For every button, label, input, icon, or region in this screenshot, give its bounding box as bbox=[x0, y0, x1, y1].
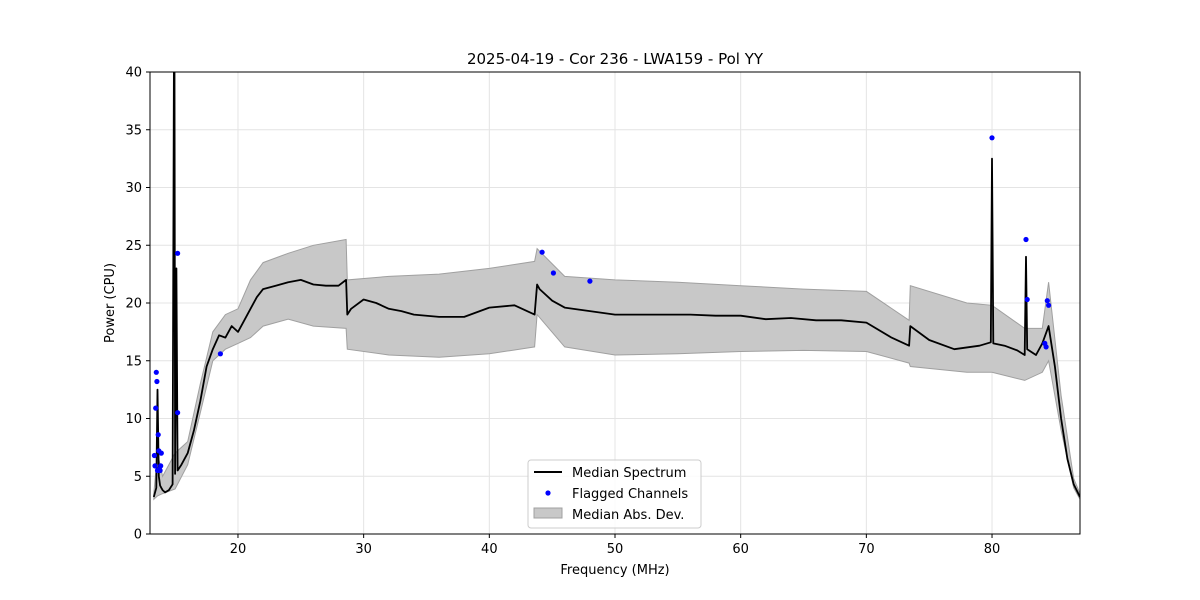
legend-box bbox=[527, 459, 702, 529]
flagged-channel-point bbox=[154, 378, 160, 385]
flagged-channel-point bbox=[155, 432, 161, 438]
y-axis-label: Power (CPU) bbox=[103, 263, 118, 343]
flagged-channel-point bbox=[151, 452, 157, 459]
flagged-channel-point bbox=[587, 278, 593, 284]
flagged-channel-point bbox=[1043, 344, 1049, 350]
mad-band-layer bbox=[153, 238, 1080, 501]
y-tick-label: 25 bbox=[125, 239, 142, 254]
flagged-channel-point bbox=[1023, 236, 1029, 243]
y-tick-label: 10 bbox=[125, 412, 142, 427]
legend: Median Spectrum Flagged Channels Median … bbox=[527, 459, 702, 529]
legend-flagged-swatch bbox=[545, 490, 551, 496]
x-tick-label: 80 bbox=[984, 542, 1001, 557]
y-tick-label: 20 bbox=[125, 297, 142, 312]
y-tick-label: 5 bbox=[134, 470, 142, 485]
y-tick-label: 0 bbox=[134, 528, 142, 543]
mad-band bbox=[153, 238, 1080, 501]
legend-mad-label: Median Abs. Dev. bbox=[572, 508, 684, 523]
x-tick-label: 30 bbox=[355, 542, 372, 557]
x-tick-label: 50 bbox=[607, 542, 624, 557]
flagged-channel-point bbox=[153, 405, 159, 411]
legend-flagged-label: Flagged Channels bbox=[572, 487, 688, 502]
legend-mad-swatch bbox=[533, 507, 563, 519]
flagged-channel-point bbox=[153, 369, 159, 375]
flagged-channel-point bbox=[1046, 302, 1052, 308]
median-spectrum-line bbox=[152, 72, 1080, 498]
legend-median-label: Median Spectrum bbox=[572, 466, 686, 481]
median-line-layer bbox=[152, 72, 1080, 498]
y-axis-ticks: 0 5 10 15 20 25 30 35 40 bbox=[125, 66, 150, 543]
x-tick-label: 20 bbox=[230, 542, 247, 557]
flagged-channel-point bbox=[1024, 296, 1030, 303]
x-axis-label: Frequency (MHz) bbox=[560, 563, 669, 578]
flagged-channel-point bbox=[152, 463, 158, 469]
flagged-channel-point bbox=[175, 250, 181, 256]
x-axis-ticks: 20 30 40 50 60 70 80 bbox=[230, 534, 1001, 557]
y-tick-label: 35 bbox=[125, 123, 142, 138]
flagged-channel-point bbox=[1044, 298, 1050, 304]
flagged-channel-point bbox=[158, 463, 164, 469]
flagged-channel-point bbox=[158, 450, 164, 456]
flagged-channel-point bbox=[539, 249, 545, 255]
chart-title: 2025-04-19 - Cor 236 - LWA159 - Pol YY bbox=[467, 50, 764, 68]
x-tick-label: 40 bbox=[481, 542, 498, 557]
flagged-channel-point bbox=[175, 410, 181, 416]
x-tick-label: 70 bbox=[858, 542, 875, 557]
flagged-channel-point bbox=[217, 351, 223, 357]
x-tick-label: 60 bbox=[732, 542, 749, 557]
flagged-channel-point bbox=[989, 135, 995, 141]
flagged-points-layer bbox=[151, 135, 1052, 474]
flagged-channel-point bbox=[550, 270, 557, 276]
flagged-channel-point bbox=[157, 467, 163, 474]
y-tick-label: 30 bbox=[125, 181, 142, 196]
y-tick-label: 40 bbox=[125, 66, 142, 81]
y-tick-label: 15 bbox=[125, 354, 142, 369]
